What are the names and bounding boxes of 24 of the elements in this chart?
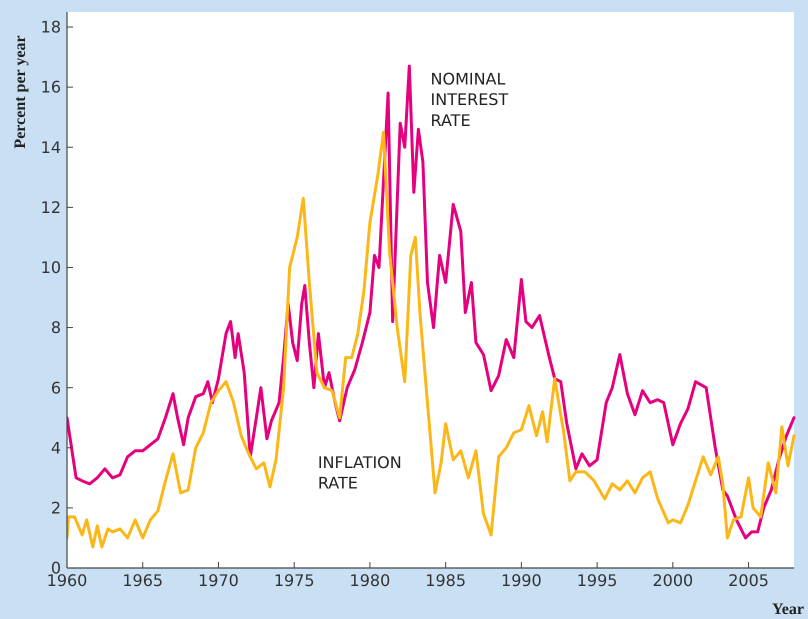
y-tick-label: 14 [40,138,61,157]
x-tick-label: 1965 [122,571,164,590]
x-tick-label: 1990 [501,571,542,590]
y-tick-label: 16 [40,78,61,97]
y-tick-label: 18 [40,18,61,37]
series-label: NOMINAL INTEREST RATE [430,69,508,130]
series-label: INFLATION RATE [318,452,402,493]
y-tick-label: 12 [40,198,61,217]
x-tick-label: 1970 [198,571,239,590]
x-tick-label: 1985 [425,571,466,590]
x-tick-label: 1995 [576,571,618,590]
x-tick-label: 1980 [350,571,390,590]
y-tick-label: 10 [40,258,61,278]
y-tick-label: 8 [50,318,61,338]
x-tick-label: 2005 [728,571,769,590]
line-series [67,130,796,548]
y-tick-label: 2 [50,498,61,518]
y-tick-label: 6 [50,378,61,398]
y-tick-label: 4 [50,438,61,458]
line-series [67,64,796,540]
x-tick-label: 2000 [652,571,694,590]
y-axis-title: Percent per year [12,35,29,149]
x-axis-title: Year [772,601,804,618]
x-tick-label: 1975 [274,571,315,590]
